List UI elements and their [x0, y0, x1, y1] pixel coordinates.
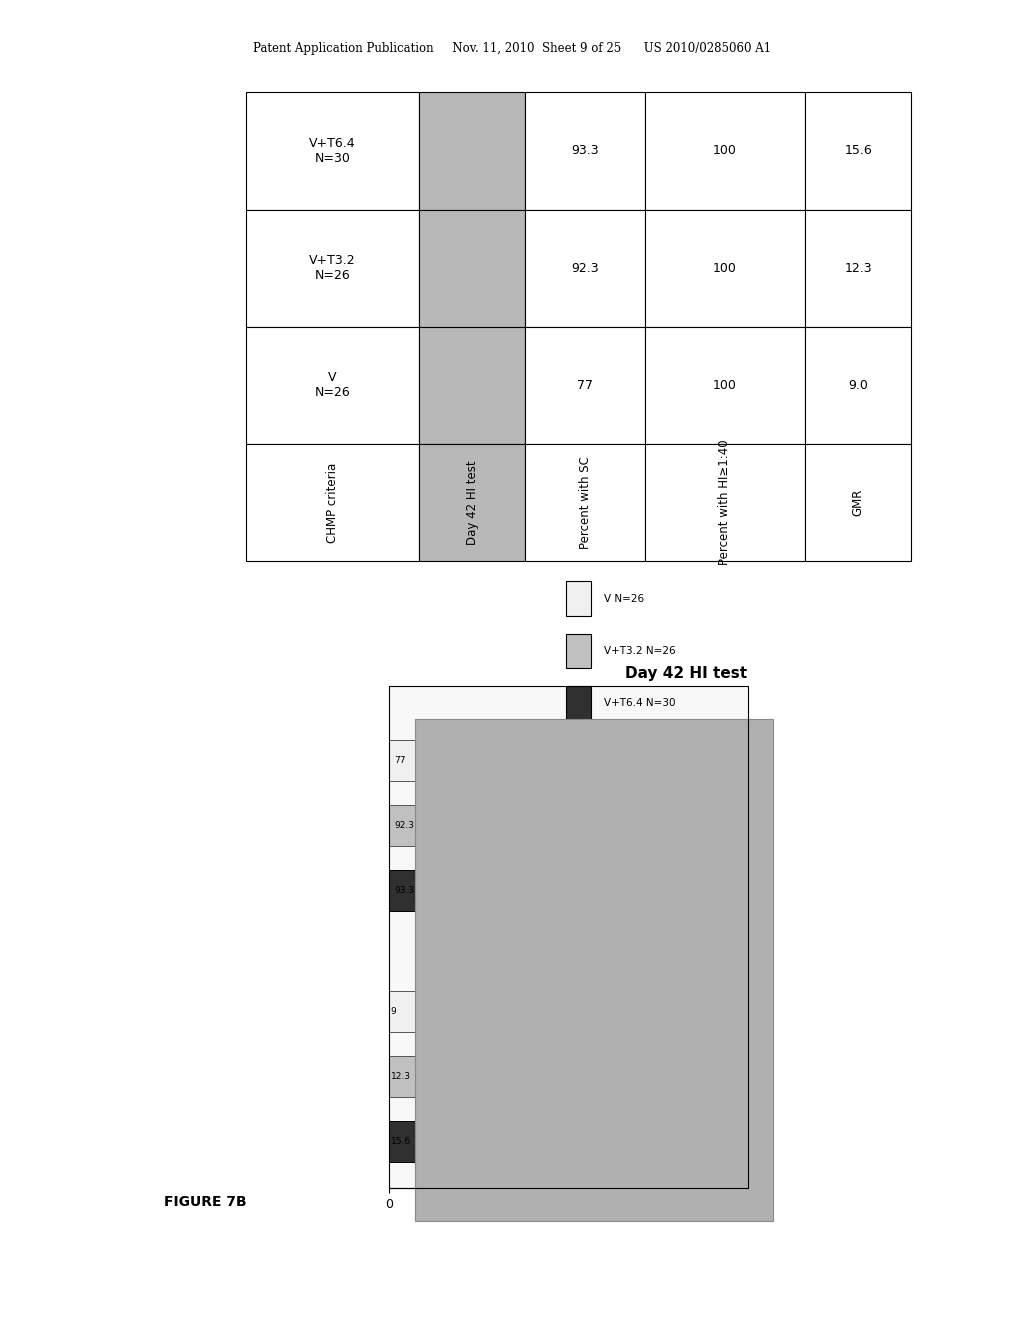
Text: 100: 100 [713, 261, 737, 275]
Text: 93.3: 93.3 [571, 144, 599, 157]
Bar [246, 210, 419, 327]
Text: V+T6.4 N=30: V+T6.4 N=30 [604, 698, 676, 709]
Text: V+T6.4
N=30: V+T6.4 N=30 [309, 137, 355, 165]
Bar [805, 210, 911, 327]
Bar [389, 991, 419, 1032]
Text: 9.0: 9.0 [848, 379, 868, 392]
Text: 15.6: 15.6 [391, 1137, 411, 1146]
Text: 100: 100 [713, 144, 737, 157]
Text: 100: 100 [713, 379, 737, 392]
Text: FIGURE 7B: FIGURE 7B [164, 1195, 247, 1209]
Text: GMR: GMR [852, 488, 864, 516]
Text: 93.3: 93.3 [394, 886, 414, 895]
Bar [389, 1121, 440, 1162]
Text: 9: 9 [391, 1007, 396, 1016]
Bar [565, 581, 592, 616]
Bar [805, 92, 911, 210]
Bar [645, 327, 805, 444]
Text: Day 42 HI test: Day 42 HI test [466, 461, 478, 545]
Bar [389, 741, 640, 781]
Text: Patent Application Publication     Nov. 11, 2010  Sheet 9 of 25      US 2010/028: Patent Application Publication Nov. 11, … [253, 42, 771, 55]
Text: 77: 77 [394, 756, 406, 766]
Bar [246, 92, 419, 210]
Bar [805, 444, 911, 561]
Text: 92.3: 92.3 [571, 261, 599, 275]
Text: 92.3: 92.3 [394, 821, 414, 830]
Text: 15.6: 15.6 [844, 144, 872, 157]
Bar [525, 327, 645, 444]
Text: V+T3.2 N=26: V+T3.2 N=26 [604, 645, 676, 656]
Text: 12.3: 12.3 [845, 261, 871, 275]
Bar [246, 327, 419, 444]
Bar [645, 210, 805, 327]
Bar [389, 805, 690, 846]
Text: Percent with SC: Percent with SC [579, 455, 592, 549]
Bar [389, 870, 693, 911]
Text: Percent with HI≥1:40: Percent with HI≥1:40 [719, 440, 731, 565]
Bar [246, 444, 419, 561]
Text: Day 42 HI test: Day 42 HI test [626, 667, 748, 681]
Text: CHMP criteria: CHMP criteria [326, 462, 339, 543]
Bar [525, 92, 645, 210]
Text: V N=26: V N=26 [604, 594, 644, 603]
Text: 77: 77 [578, 379, 593, 392]
Bar [525, 210, 645, 327]
Text: V+T3.2
N=26: V+T3.2 N=26 [309, 255, 355, 282]
Bar [419, 327, 525, 444]
Bar [419, 210, 525, 327]
Text: 12.3: 12.3 [391, 1072, 411, 1081]
Bar [565, 634, 592, 668]
Bar [419, 444, 525, 561]
Bar [645, 92, 805, 210]
Bar [525, 444, 645, 561]
Bar [565, 686, 592, 721]
Bar [805, 327, 911, 444]
Text: V
N=26: V N=26 [314, 371, 350, 399]
Bar [419, 92, 525, 210]
Bar [645, 444, 805, 561]
Bar [389, 1056, 429, 1097]
